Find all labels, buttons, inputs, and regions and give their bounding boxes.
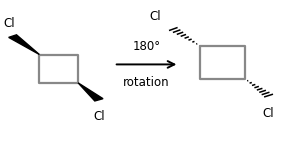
Text: Cl: Cl	[150, 10, 161, 23]
Polygon shape	[9, 35, 39, 54]
Text: rotation: rotation	[123, 76, 170, 89]
Text: Cl: Cl	[4, 17, 15, 30]
Text: 180°: 180°	[132, 40, 161, 53]
Polygon shape	[78, 83, 103, 101]
Text: Cl: Cl	[93, 110, 105, 123]
Text: Cl: Cl	[263, 107, 274, 120]
